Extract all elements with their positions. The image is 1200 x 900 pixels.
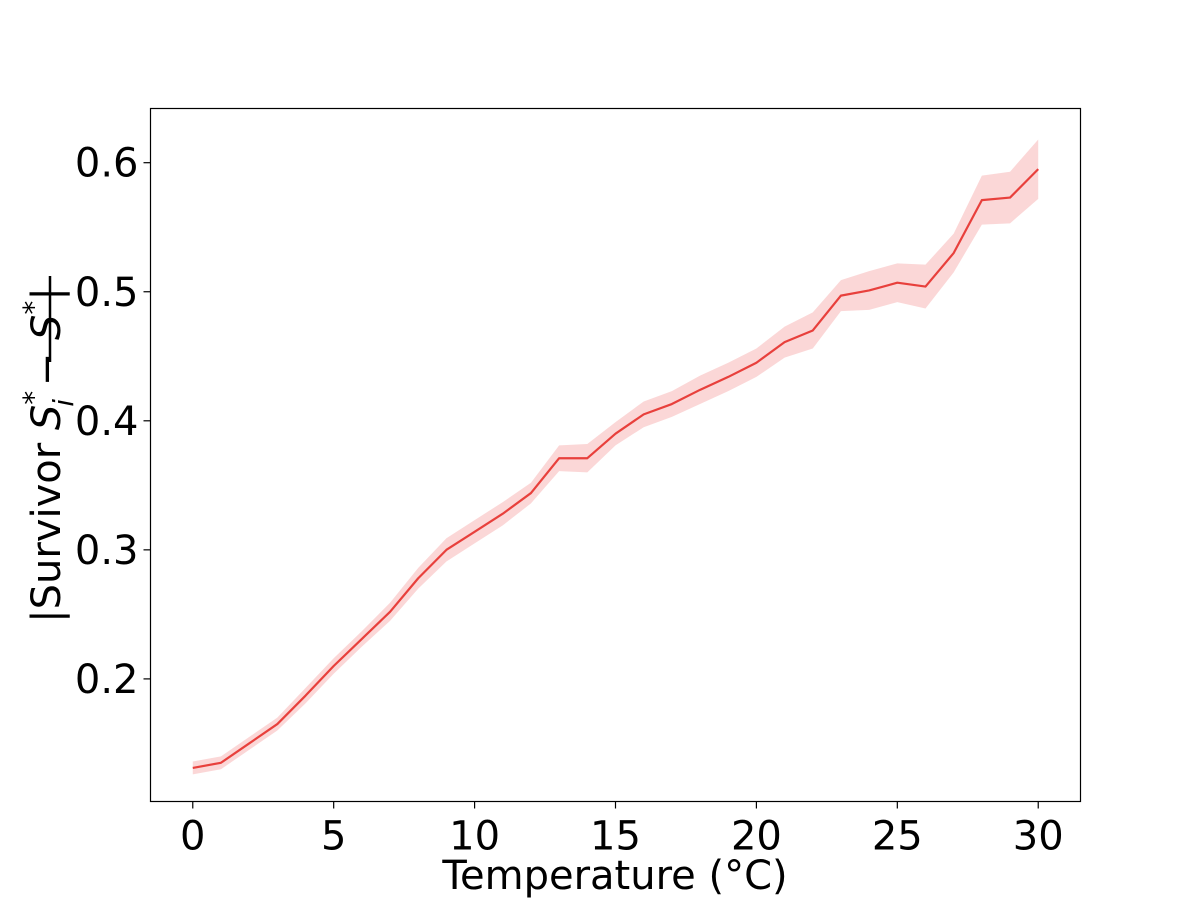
y-axis-title: |Survivor S*i − S*| xyxy=(17,287,80,623)
y-tick-label: 0.2 xyxy=(75,657,139,703)
x-tick-label: 20 xyxy=(731,814,782,860)
x-axis: 0 5 10 15 20 25 30 xyxy=(180,801,1064,860)
x-tick-label: 10 xyxy=(449,814,500,860)
confidence-band-0 xyxy=(192,139,1039,775)
y-axis: 0.2 0.3 0.4 0.5 0.6 xyxy=(75,141,151,703)
y-tick-label: 0.4 xyxy=(75,399,139,445)
y-tick-label: 0.5 xyxy=(75,270,139,316)
x-tick-label: 5 xyxy=(321,814,346,860)
x-tick-label: 15 xyxy=(590,814,641,860)
y-tick-label: 0.3 xyxy=(75,528,139,574)
x-tick-label: 0 xyxy=(180,814,205,860)
x-axis-title: Temperature (°C) xyxy=(441,853,787,899)
series-line-0 xyxy=(192,168,1040,770)
y-tick-label: 0.6 xyxy=(75,141,139,187)
x-tick-label: 30 xyxy=(1013,814,1064,860)
plot-area xyxy=(192,139,1040,775)
x-tick-label: 25 xyxy=(872,814,923,860)
axes-frame xyxy=(149,107,1082,803)
